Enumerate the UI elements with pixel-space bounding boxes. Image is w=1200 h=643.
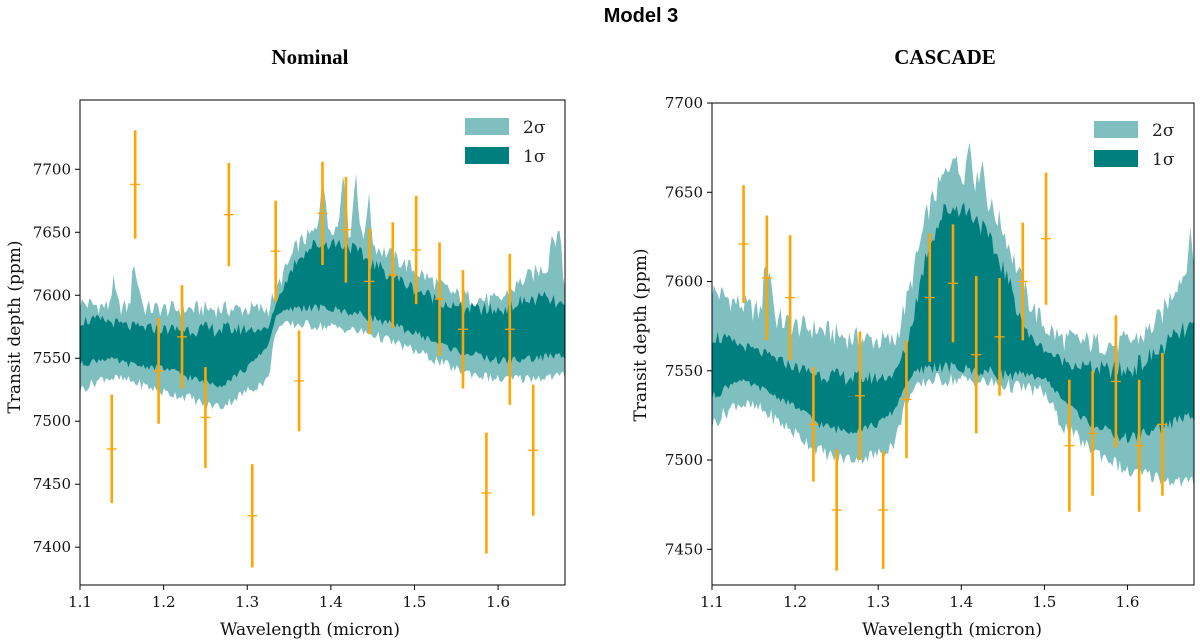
x-tick-label: 1.4 xyxy=(319,593,343,611)
x-tick-label: 1.1 xyxy=(700,593,724,611)
y-tick-label: 7600 xyxy=(665,273,703,291)
y-tick-label: 7500 xyxy=(33,412,71,430)
band-layer xyxy=(80,173,565,410)
axes-frame xyxy=(711,102,1195,586)
x-tick-label: 1.2 xyxy=(152,593,176,611)
x-tick-label: 1.3 xyxy=(235,593,259,611)
legend-swatch-one-sigma xyxy=(1094,150,1138,167)
y-tick-label: 7600 xyxy=(33,286,71,304)
x-tick-label: 1.5 xyxy=(1032,593,1056,611)
x-tick-label: 1.2 xyxy=(783,593,807,611)
x-tick-label: 1.1 xyxy=(68,593,92,611)
legend-swatch-two-sigma xyxy=(465,118,509,135)
x-tick-label: 1.3 xyxy=(866,593,890,611)
data-points xyxy=(106,130,539,568)
panel-title: Nominal xyxy=(271,45,348,69)
x-axis-label: Wavelength (micron) xyxy=(862,620,1042,640)
one-sigma-band xyxy=(80,238,565,388)
y-tick-label: 7400 xyxy=(33,538,71,556)
x-tick-label: 1.6 xyxy=(1116,593,1140,611)
y-axis-label: Transit depth (ppm) xyxy=(5,240,25,413)
figure-title: Model 3 xyxy=(604,5,678,27)
legend-label-two-sigma: 2σ xyxy=(523,118,546,138)
legend-label-one-sigma: 1σ xyxy=(523,147,546,167)
y-tick-label: 7550 xyxy=(665,362,703,380)
legend-label-two-sigma: 2σ xyxy=(1152,121,1175,141)
x-tick-label: 1.6 xyxy=(486,593,510,611)
y-axis-label: Transit depth (ppm) xyxy=(631,248,651,421)
y-tick-label: 7650 xyxy=(665,183,703,201)
x-tick-label: 1.5 xyxy=(403,593,427,611)
panel-cascade: CASCADE Transit depth (ppm) Wavelength (… xyxy=(631,45,1195,640)
panel-title: CASCADE xyxy=(894,45,996,69)
y-tick-label: 7700 xyxy=(33,160,71,178)
legend-swatch-two-sigma xyxy=(1094,121,1138,138)
y-tick-label: 7550 xyxy=(33,349,71,367)
x-axis-label: Wavelength (micron) xyxy=(220,620,400,640)
x-tick-label: 1.4 xyxy=(949,593,973,611)
data-points xyxy=(738,172,1168,571)
legend-swatch-one-sigma xyxy=(465,147,509,164)
axes: 1.1 1.2 1.3 1.4 1.5 1.6 7400 7450 7500 7550 7600 76… xyxy=(33,99,566,611)
legend-label-one-sigma: 1σ xyxy=(1152,150,1175,170)
y-tick-label: 7650 xyxy=(33,223,71,241)
y-tick-label: 7700 xyxy=(665,94,703,112)
y-tick-label: 7450 xyxy=(665,540,703,558)
axes-frame xyxy=(79,99,566,586)
y-tick-label: 7450 xyxy=(33,475,71,493)
axes: 1.1 1.2 1.3 1.4 1.5 1.6 7450 7500 7550 7600 7650 77… xyxy=(665,94,1195,611)
y-tick-label: 7500 xyxy=(665,451,703,469)
panel-nominal: Nominal Transit depth (ppm) Wavelength (… xyxy=(5,45,566,640)
